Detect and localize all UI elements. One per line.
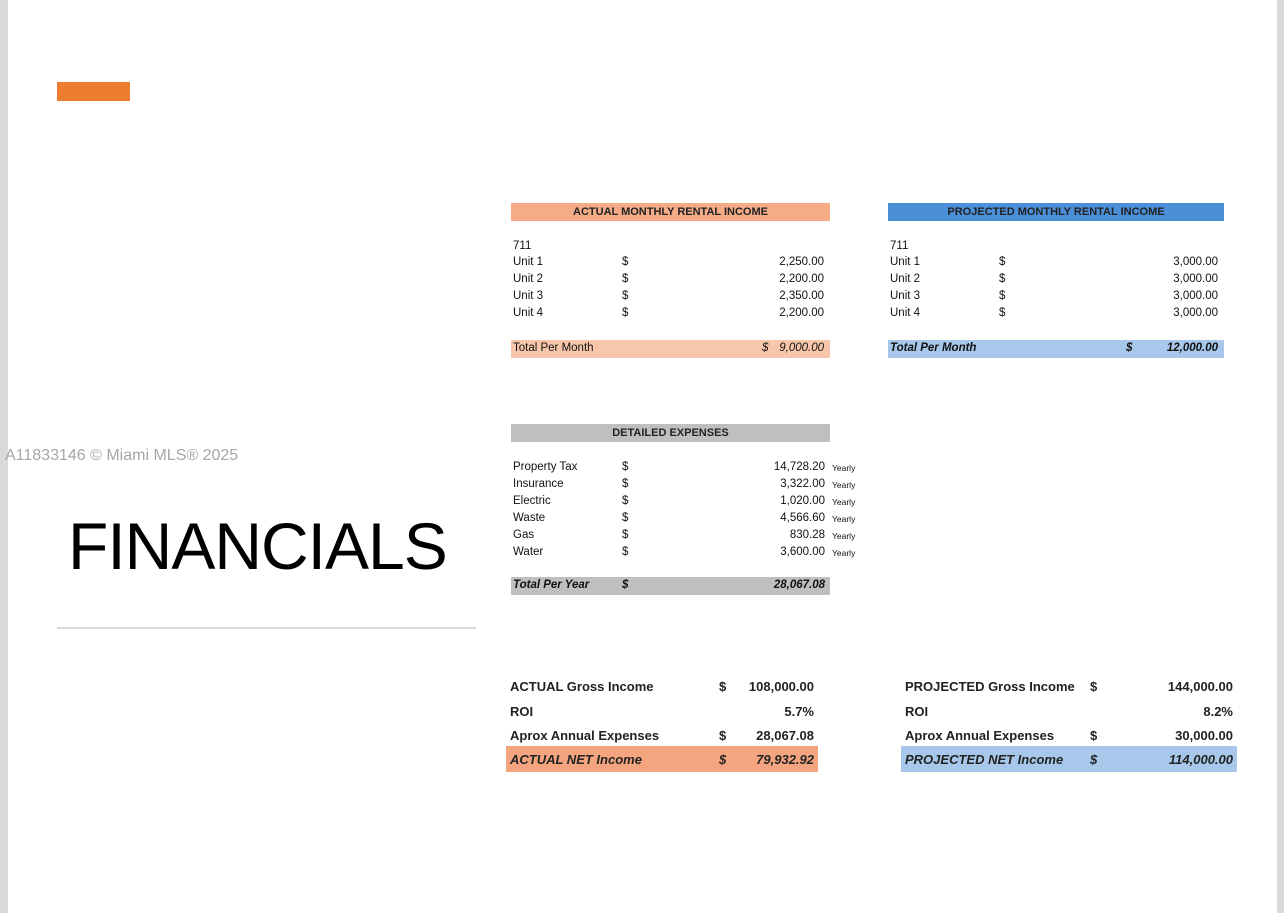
- projected-summary-gross-label: PROJECTED Gross Income: [905, 679, 1075, 694]
- projected-summary-expenses-value: 30,000.00: [1175, 728, 1233, 743]
- expense-label: Electric: [513, 495, 551, 507]
- actual-summary-expenses-label: Aprox Annual Expenses: [510, 728, 660, 743]
- currency-sign: $: [622, 307, 629, 319]
- projected-income-header: PROJECTED MONTHLY RENTAL INCOME: [888, 203, 1224, 221]
- total-label: Total Per Year: [513, 579, 590, 591]
- expense-label: Water: [513, 546, 544, 558]
- projected-summary-expenses-label: Aprox Annual Expenses: [905, 728, 1055, 743]
- currency-sign: $: [1090, 728, 1098, 743]
- projected-summary-roi-label: ROI: [905, 704, 929, 719]
- projected-summary-gross-value: 144,000.00: [1167, 679, 1233, 694]
- expense-frequency: Yearly: [832, 514, 856, 524]
- row-label: Unit 2: [890, 273, 921, 285]
- total-label: Total Per Month: [890, 342, 977, 354]
- actual-summary-net-bar: [506, 746, 818, 772]
- expense-label: Waste: [513, 512, 546, 524]
- expense-frequency: Yearly: [832, 497, 856, 507]
- expense-label: Gas: [513, 529, 535, 541]
- row-value: 2,200.00: [779, 273, 824, 285]
- currency-sign: $: [1090, 679, 1098, 694]
- expense-label: Property Tax: [513, 461, 578, 473]
- expense-frequency: Yearly: [832, 531, 856, 541]
- expense-frequency: Yearly: [832, 463, 856, 473]
- total-value: 28,067.08: [773, 579, 825, 591]
- expense-value: 3,600.00: [780, 546, 825, 558]
- expense-value: 4,566.60: [780, 512, 825, 524]
- projected-summary-net-label: PROJECTED NET Income: [905, 752, 1064, 767]
- actual-summary-net-value: 79,932.92: [756, 752, 814, 767]
- property-label: 711: [513, 240, 532, 252]
- expenses-header: DETAILED EXPENSES: [511, 424, 830, 442]
- currency-sign: $: [999, 273, 1006, 285]
- currency-sign: $: [622, 461, 629, 473]
- total-value: 9,000.00: [779, 342, 824, 354]
- expense-value: 1,020.00: [780, 495, 825, 507]
- row-label: Unit 3: [513, 290, 544, 302]
- currency-sign: $: [622, 478, 629, 490]
- expense-value: 3,322.00: [780, 478, 825, 490]
- total-currency: $: [762, 342, 769, 354]
- currency-sign: $: [999, 256, 1006, 268]
- row-value: 3,000.00: [1173, 290, 1218, 302]
- row-label: Unit 1: [513, 256, 544, 268]
- currency-sign: $: [622, 290, 629, 302]
- currency-sign: $: [622, 529, 629, 541]
- projected-income-total-bar: [888, 340, 1224, 358]
- currency-sign: $: [999, 307, 1006, 319]
- expenses-total-bar: [511, 577, 830, 595]
- row-label: Unit 4: [513, 307, 544, 319]
- projected-summary-net-value: 114,000.00: [1168, 752, 1233, 767]
- expense-frequency: Yearly: [832, 480, 856, 490]
- divider: [57, 627, 476, 629]
- currency-sign: $: [719, 679, 727, 694]
- currency-sign: $: [999, 290, 1006, 302]
- expense-frequency: Yearly: [832, 548, 856, 558]
- row-value: 3,000.00: [1173, 256, 1218, 268]
- total-value: 12,000.00: [1166, 342, 1218, 354]
- total-currency: $: [1126, 342, 1133, 354]
- currency-sign: $: [719, 752, 727, 767]
- total-label: Total Per Month: [513, 342, 594, 354]
- row-label: Unit 1: [890, 256, 921, 268]
- currency-sign: $: [622, 495, 629, 507]
- actual-summary-roi-value: 5.7%: [784, 704, 814, 719]
- row-value: 2,250.00: [779, 256, 824, 268]
- actual-summary-roi-label: ROI: [510, 704, 534, 719]
- watermark: A11833146 © Miami MLS® 2025: [5, 447, 239, 464]
- row-value: 3,000.00: [1173, 273, 1218, 285]
- actual-summary-expenses-value: 28,067.08: [756, 728, 814, 743]
- currency-sign: $: [622, 256, 629, 268]
- row-label: Unit 2: [513, 273, 544, 285]
- row-label: Unit 3: [890, 290, 921, 302]
- currency-sign: $: [622, 273, 629, 285]
- row-label: Unit 4: [890, 307, 921, 319]
- currency-sign: $: [719, 728, 727, 743]
- expense-value: 14,728.20: [773, 461, 825, 473]
- projected-summary-net-bar: [901, 746, 1237, 772]
- row-value: 2,200.00: [779, 307, 824, 319]
- accent-bar: [57, 82, 130, 101]
- expense-label: Insurance: [513, 478, 564, 490]
- total-currency: $: [622, 579, 629, 591]
- row-value: 2,350.00: [779, 290, 824, 302]
- actual-summary-gross-label: ACTUAL Gross Income: [510, 679, 654, 694]
- actual-summary-net-label: ACTUAL NET Income: [510, 752, 642, 767]
- projected-summary-roi-value: 8.2%: [1203, 704, 1233, 719]
- actual-income-total-bar: [511, 340, 830, 358]
- currency-sign: $: [622, 546, 629, 558]
- currency-sign: $: [622, 512, 629, 524]
- row-value: 3,000.00: [1173, 307, 1218, 319]
- actual-summary-gross-value: 108,000.00: [748, 679, 814, 694]
- page-title: FINANCIALS: [68, 509, 448, 583]
- actual-income-header: ACTUAL MONTHLY RENTAL INCOME: [511, 203, 830, 221]
- property-label: 711: [890, 240, 909, 252]
- currency-sign: $: [1090, 752, 1098, 767]
- expense-value: 830.28: [789, 529, 825, 541]
